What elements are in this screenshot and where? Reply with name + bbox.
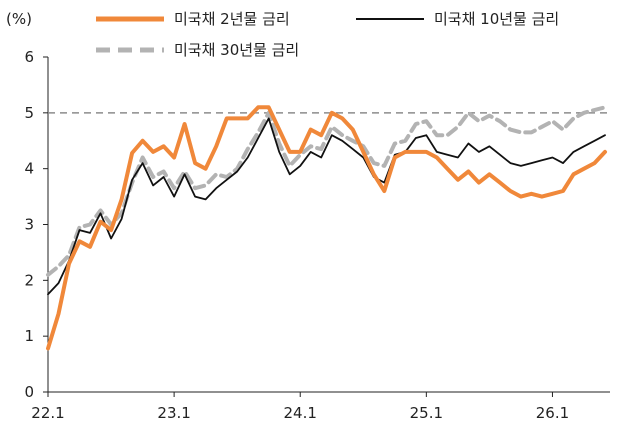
y-tick-label: 2 bbox=[24, 271, 34, 289]
x-tick-label: 23.1 bbox=[157, 404, 190, 422]
series-line-30y bbox=[46, 105, 607, 277]
y-tick-label: 5 bbox=[24, 104, 34, 122]
y-ticks: 0 1 2 3 4 5 6 bbox=[24, 48, 48, 401]
x-tick-label: 22.1 bbox=[31, 404, 64, 422]
legend-label-10y: 미국채 10년물 금리 bbox=[434, 10, 559, 28]
legend-label-30y: 미국채 30년물 금리 bbox=[174, 41, 299, 59]
y-unit-label: (%) bbox=[6, 10, 32, 28]
y-tick-label: 4 bbox=[24, 160, 34, 178]
x-tick-label: 25.1 bbox=[410, 404, 443, 422]
series-line-2y bbox=[46, 105, 607, 351]
series-layer bbox=[46, 105, 607, 351]
y-tick-label: 3 bbox=[24, 216, 34, 234]
y-tick-label: 0 bbox=[24, 383, 34, 401]
x-tick-label: 26.1 bbox=[536, 404, 569, 422]
series-line-10y bbox=[47, 117, 606, 296]
x-ticks: 22.1 23.1 24.1 25.1 26.1 bbox=[31, 392, 569, 422]
x-tick-label: 24.1 bbox=[284, 404, 317, 422]
y-tick-label: 6 bbox=[24, 48, 34, 66]
legend: 미국채 2년물 금리 미국채 10년물 금리 미국채 30년물 금리 bbox=[96, 10, 559, 59]
y-tick-label: 1 bbox=[24, 327, 34, 345]
legend-label-2y: 미국채 2년물 금리 bbox=[174, 10, 290, 28]
